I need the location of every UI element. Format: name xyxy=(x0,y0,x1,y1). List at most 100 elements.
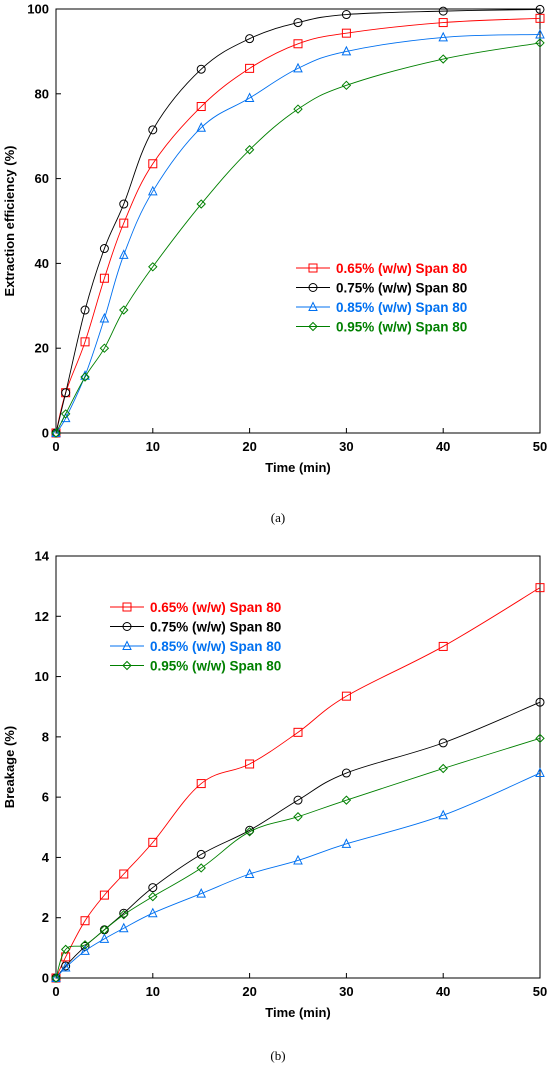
data-point xyxy=(148,837,158,847)
data-point xyxy=(148,159,158,169)
data-point xyxy=(196,64,206,74)
data-point xyxy=(196,779,206,789)
data-point xyxy=(147,907,158,918)
y-tick-label: 12 xyxy=(35,609,49,624)
series-diamond xyxy=(51,38,545,438)
y-tick-label: 100 xyxy=(27,2,49,17)
series-triangle xyxy=(51,28,545,437)
series-line xyxy=(55,701,541,979)
data-point xyxy=(245,34,255,44)
legend-label: 0.65% (w/w) Span 80 xyxy=(336,261,467,276)
data-point xyxy=(438,763,448,774)
data-point xyxy=(60,409,71,419)
plot-frame xyxy=(55,8,541,434)
series-line xyxy=(55,737,541,979)
data-point xyxy=(244,92,255,103)
data-point xyxy=(341,80,352,91)
data-point xyxy=(147,185,158,196)
series-line xyxy=(55,772,541,979)
x-tick-label: 20 xyxy=(242,439,256,454)
data-point xyxy=(245,63,255,73)
series-diamond xyxy=(51,733,545,983)
series-line xyxy=(55,17,541,434)
series-line xyxy=(55,8,541,434)
data-point xyxy=(80,372,90,382)
x-tick-label: 40 xyxy=(436,984,450,999)
legend-entry: 0.95% (w/w) Span 80 xyxy=(110,659,281,674)
data-point xyxy=(293,812,303,822)
data-point xyxy=(438,6,448,16)
y-tick-label: 80 xyxy=(35,86,49,101)
data-point xyxy=(293,795,303,805)
data-point xyxy=(535,767,545,778)
y-tick-label: 0 xyxy=(42,971,49,986)
series-line xyxy=(55,42,541,434)
data-point xyxy=(148,891,158,902)
data-point xyxy=(80,945,90,955)
legend-marker xyxy=(308,283,318,292)
data-point xyxy=(535,697,545,707)
data-point xyxy=(341,768,351,778)
data-point xyxy=(438,738,448,748)
legend-label: 0.75% (w/w) Span 80 xyxy=(336,281,467,296)
legend-entry: 0.95% (w/w) Span 80 xyxy=(296,320,467,335)
data-point xyxy=(99,244,109,254)
data-point xyxy=(148,883,158,893)
data-point xyxy=(535,4,545,14)
series-circle xyxy=(51,697,545,983)
data-point xyxy=(118,922,129,933)
legend-entry: 0.75% (w/w) Span 80 xyxy=(110,620,281,635)
data-point xyxy=(99,933,110,943)
data-point xyxy=(341,795,352,805)
data-point xyxy=(293,62,303,73)
legend-marker xyxy=(308,263,318,273)
x-tick-label: 50 xyxy=(533,439,547,454)
panel-b-chart: 0 10 20 30 40 50 0 2 4 6 8 10 12 14 Time (min) Breakage… xyxy=(2,549,547,1021)
legend-entry: 0.85% (w/w) Span 80 xyxy=(296,300,467,315)
data-point xyxy=(341,45,352,56)
x-axis-title: Time (min) xyxy=(265,1005,331,1020)
series-line xyxy=(55,587,541,979)
data-point xyxy=(80,916,90,926)
y-tick-label: 14 xyxy=(35,549,50,564)
data-point xyxy=(244,868,255,879)
data-point xyxy=(119,305,129,315)
y-tick-label: 0 xyxy=(42,426,49,441)
y-tick-label: 20 xyxy=(35,341,49,356)
x-tick-label: 50 xyxy=(533,984,547,999)
data-point xyxy=(438,54,448,64)
data-point xyxy=(148,125,158,135)
legend-marker xyxy=(308,321,318,332)
data-point xyxy=(535,733,545,744)
legend-marker xyxy=(122,622,132,631)
y-tick-label: 2 xyxy=(42,910,49,925)
data-point xyxy=(51,428,61,438)
series-line xyxy=(55,33,541,434)
data-point xyxy=(293,39,303,49)
data-point xyxy=(293,854,303,865)
legend-entry: 0.75% (w/w) Span 80 xyxy=(296,281,467,296)
data-point xyxy=(244,145,255,155)
data-point xyxy=(119,218,129,228)
y-tick-label: 4 xyxy=(42,850,50,865)
data-point xyxy=(99,273,109,283)
data-point xyxy=(196,849,206,859)
y-axis-title: Extraction efficiency (%) xyxy=(2,146,17,297)
data-point xyxy=(196,199,206,209)
y-tick-label: 8 xyxy=(42,729,49,744)
data-point xyxy=(438,31,449,42)
data-point xyxy=(196,122,207,132)
data-point xyxy=(535,28,545,39)
data-point xyxy=(99,925,110,935)
data-point xyxy=(438,809,449,820)
panel-a-caption: (a) xyxy=(271,510,285,525)
y-axis-title: Breakage (%) xyxy=(2,726,17,808)
x-tick-label: 20 xyxy=(242,984,256,999)
legend-label: 0.85% (w/w) Span 80 xyxy=(150,639,281,654)
x-tick-label: 0 xyxy=(52,984,59,999)
data-point xyxy=(148,262,158,272)
legend-label: 0.75% (w/w) Span 80 xyxy=(150,620,281,635)
data-point xyxy=(118,249,129,259)
data-point xyxy=(80,940,90,950)
data-point xyxy=(61,388,71,398)
